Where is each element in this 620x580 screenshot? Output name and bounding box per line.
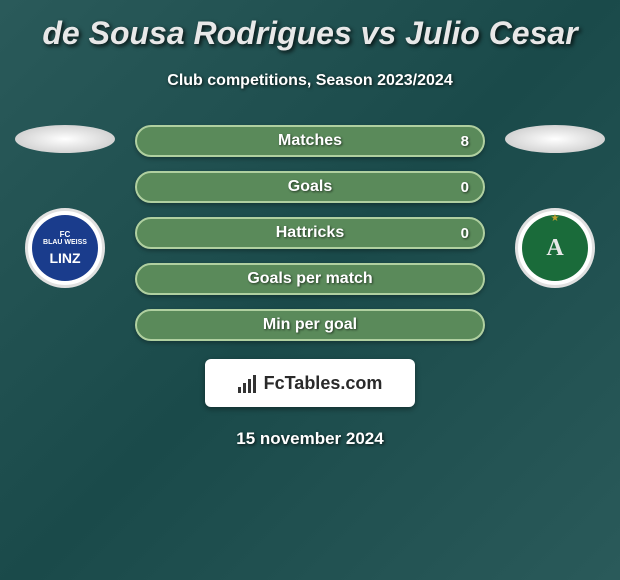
content-row: FC BLAU WEISS LINZ Matches 8 Goals 0 Hat…: [10, 125, 610, 341]
footer-logo-text: FcTables.com: [264, 373, 383, 394]
page-title: de Sousa Rodrigues vs Julio Cesar: [10, 15, 610, 52]
stat-value-right: 8: [461, 133, 469, 150]
stat-label: Goals per match: [247, 270, 372, 288]
player-right-column: A: [505, 125, 605, 288]
america-badge-icon: A: [522, 215, 588, 281]
stat-value-right: 0: [461, 179, 469, 196]
stat-label: Goals: [288, 178, 332, 196]
stat-label: Matches: [278, 132, 342, 150]
player-avatar-left: [15, 125, 115, 153]
player-avatar-right: [505, 125, 605, 153]
player-left-column: FC BLAU WEISS LINZ: [15, 125, 115, 288]
stat-value-right: 0: [461, 225, 469, 242]
stat-label: Min per goal: [263, 316, 357, 334]
stat-bar-min-per-goal: Min per goal: [135, 309, 485, 341]
stat-bar-matches: Matches 8: [135, 125, 485, 157]
stat-bar-goals: Goals 0: [135, 171, 485, 203]
linz-badge-icon: FC BLAU WEISS LINZ: [32, 215, 98, 281]
stat-label: Hattricks: [276, 224, 344, 242]
stat-bar-hattricks: Hattricks 0: [135, 217, 485, 249]
stat-bar-goals-per-match: Goals per match: [135, 263, 485, 295]
club-badge-left: FC BLAU WEISS LINZ: [25, 208, 105, 288]
subtitle: Club competitions, Season 2023/2024: [10, 72, 610, 90]
stats-column: Matches 8 Goals 0 Hattricks 0 Goals per …: [115, 125, 505, 341]
infographic-container: de Sousa Rodrigues vs Julio Cesar Club c…: [0, 0, 620, 464]
footer-logo: FcTables.com: [205, 359, 415, 407]
footer-date: 15 november 2024: [10, 429, 610, 449]
club-badge-right: A: [515, 208, 595, 288]
chart-icon: [238, 373, 258, 393]
